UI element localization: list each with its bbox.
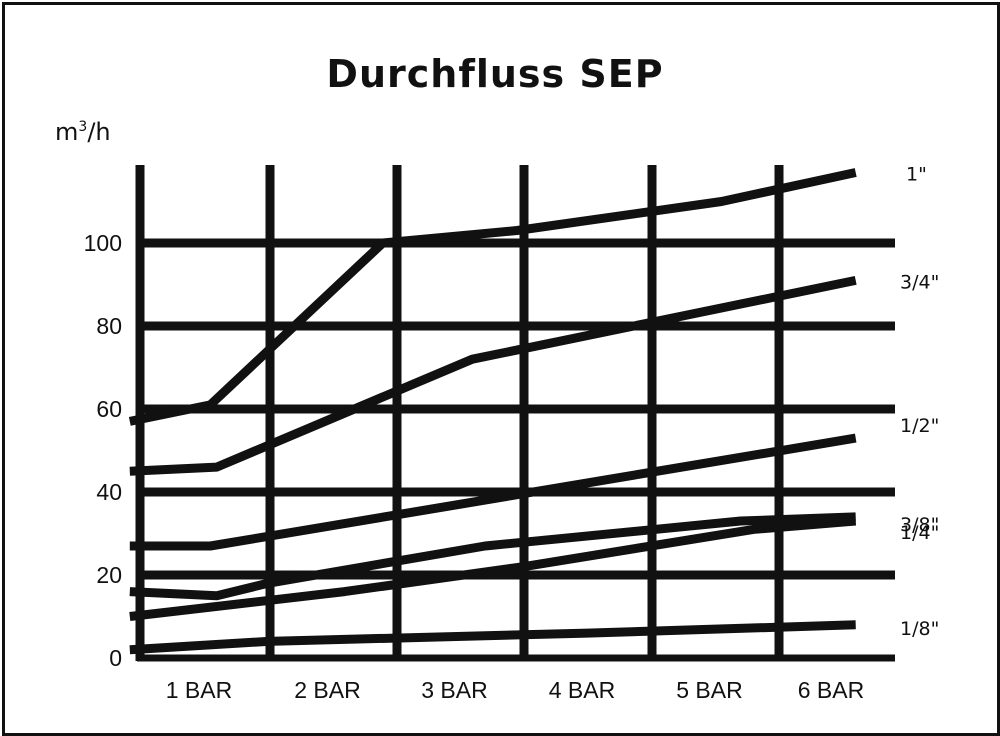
series-label: 1/4": [900, 522, 939, 544]
series-label: 3/8": [900, 514, 939, 536]
y-unit-base: m: [55, 118, 79, 146]
y-tick-label: 100: [84, 230, 122, 256]
x-tick-label: 2 BAR: [294, 677, 360, 703]
series-label: 1/8": [900, 618, 939, 640]
x-tick-label: 5 BAR: [676, 677, 742, 703]
series-label: 1": [906, 163, 927, 185]
y-tick-label: 60: [96, 396, 122, 422]
series-label: 1/2": [900, 415, 939, 437]
series-line-4: [129, 512, 856, 601]
y-tick-label: 40: [96, 479, 122, 505]
y-unit-rest: /h: [87, 118, 111, 146]
series-line-2: [129, 275, 857, 476]
series-line-3: [129, 433, 857, 551]
series-line-1: [128, 168, 857, 426]
series-line-6: [129, 620, 856, 655]
y-unit-exponent: 3: [78, 119, 88, 135]
x-tick-label: 3 BAR: [421, 677, 487, 703]
series-label: 3/4": [900, 271, 939, 293]
series-line-5: [129, 516, 857, 621]
y-tick-label: 80: [96, 313, 122, 339]
x-tick-label: 1 BAR: [166, 677, 232, 703]
y-axis-unit: m3/h: [55, 118, 111, 146]
chart-title: Durchfluss SEP: [326, 52, 664, 96]
x-tick-label: 6 BAR: [798, 677, 864, 703]
y-tick-label: 0: [109, 645, 122, 671]
y-tick-label: 20: [96, 562, 122, 588]
x-tick-label: 4 BAR: [549, 677, 615, 703]
